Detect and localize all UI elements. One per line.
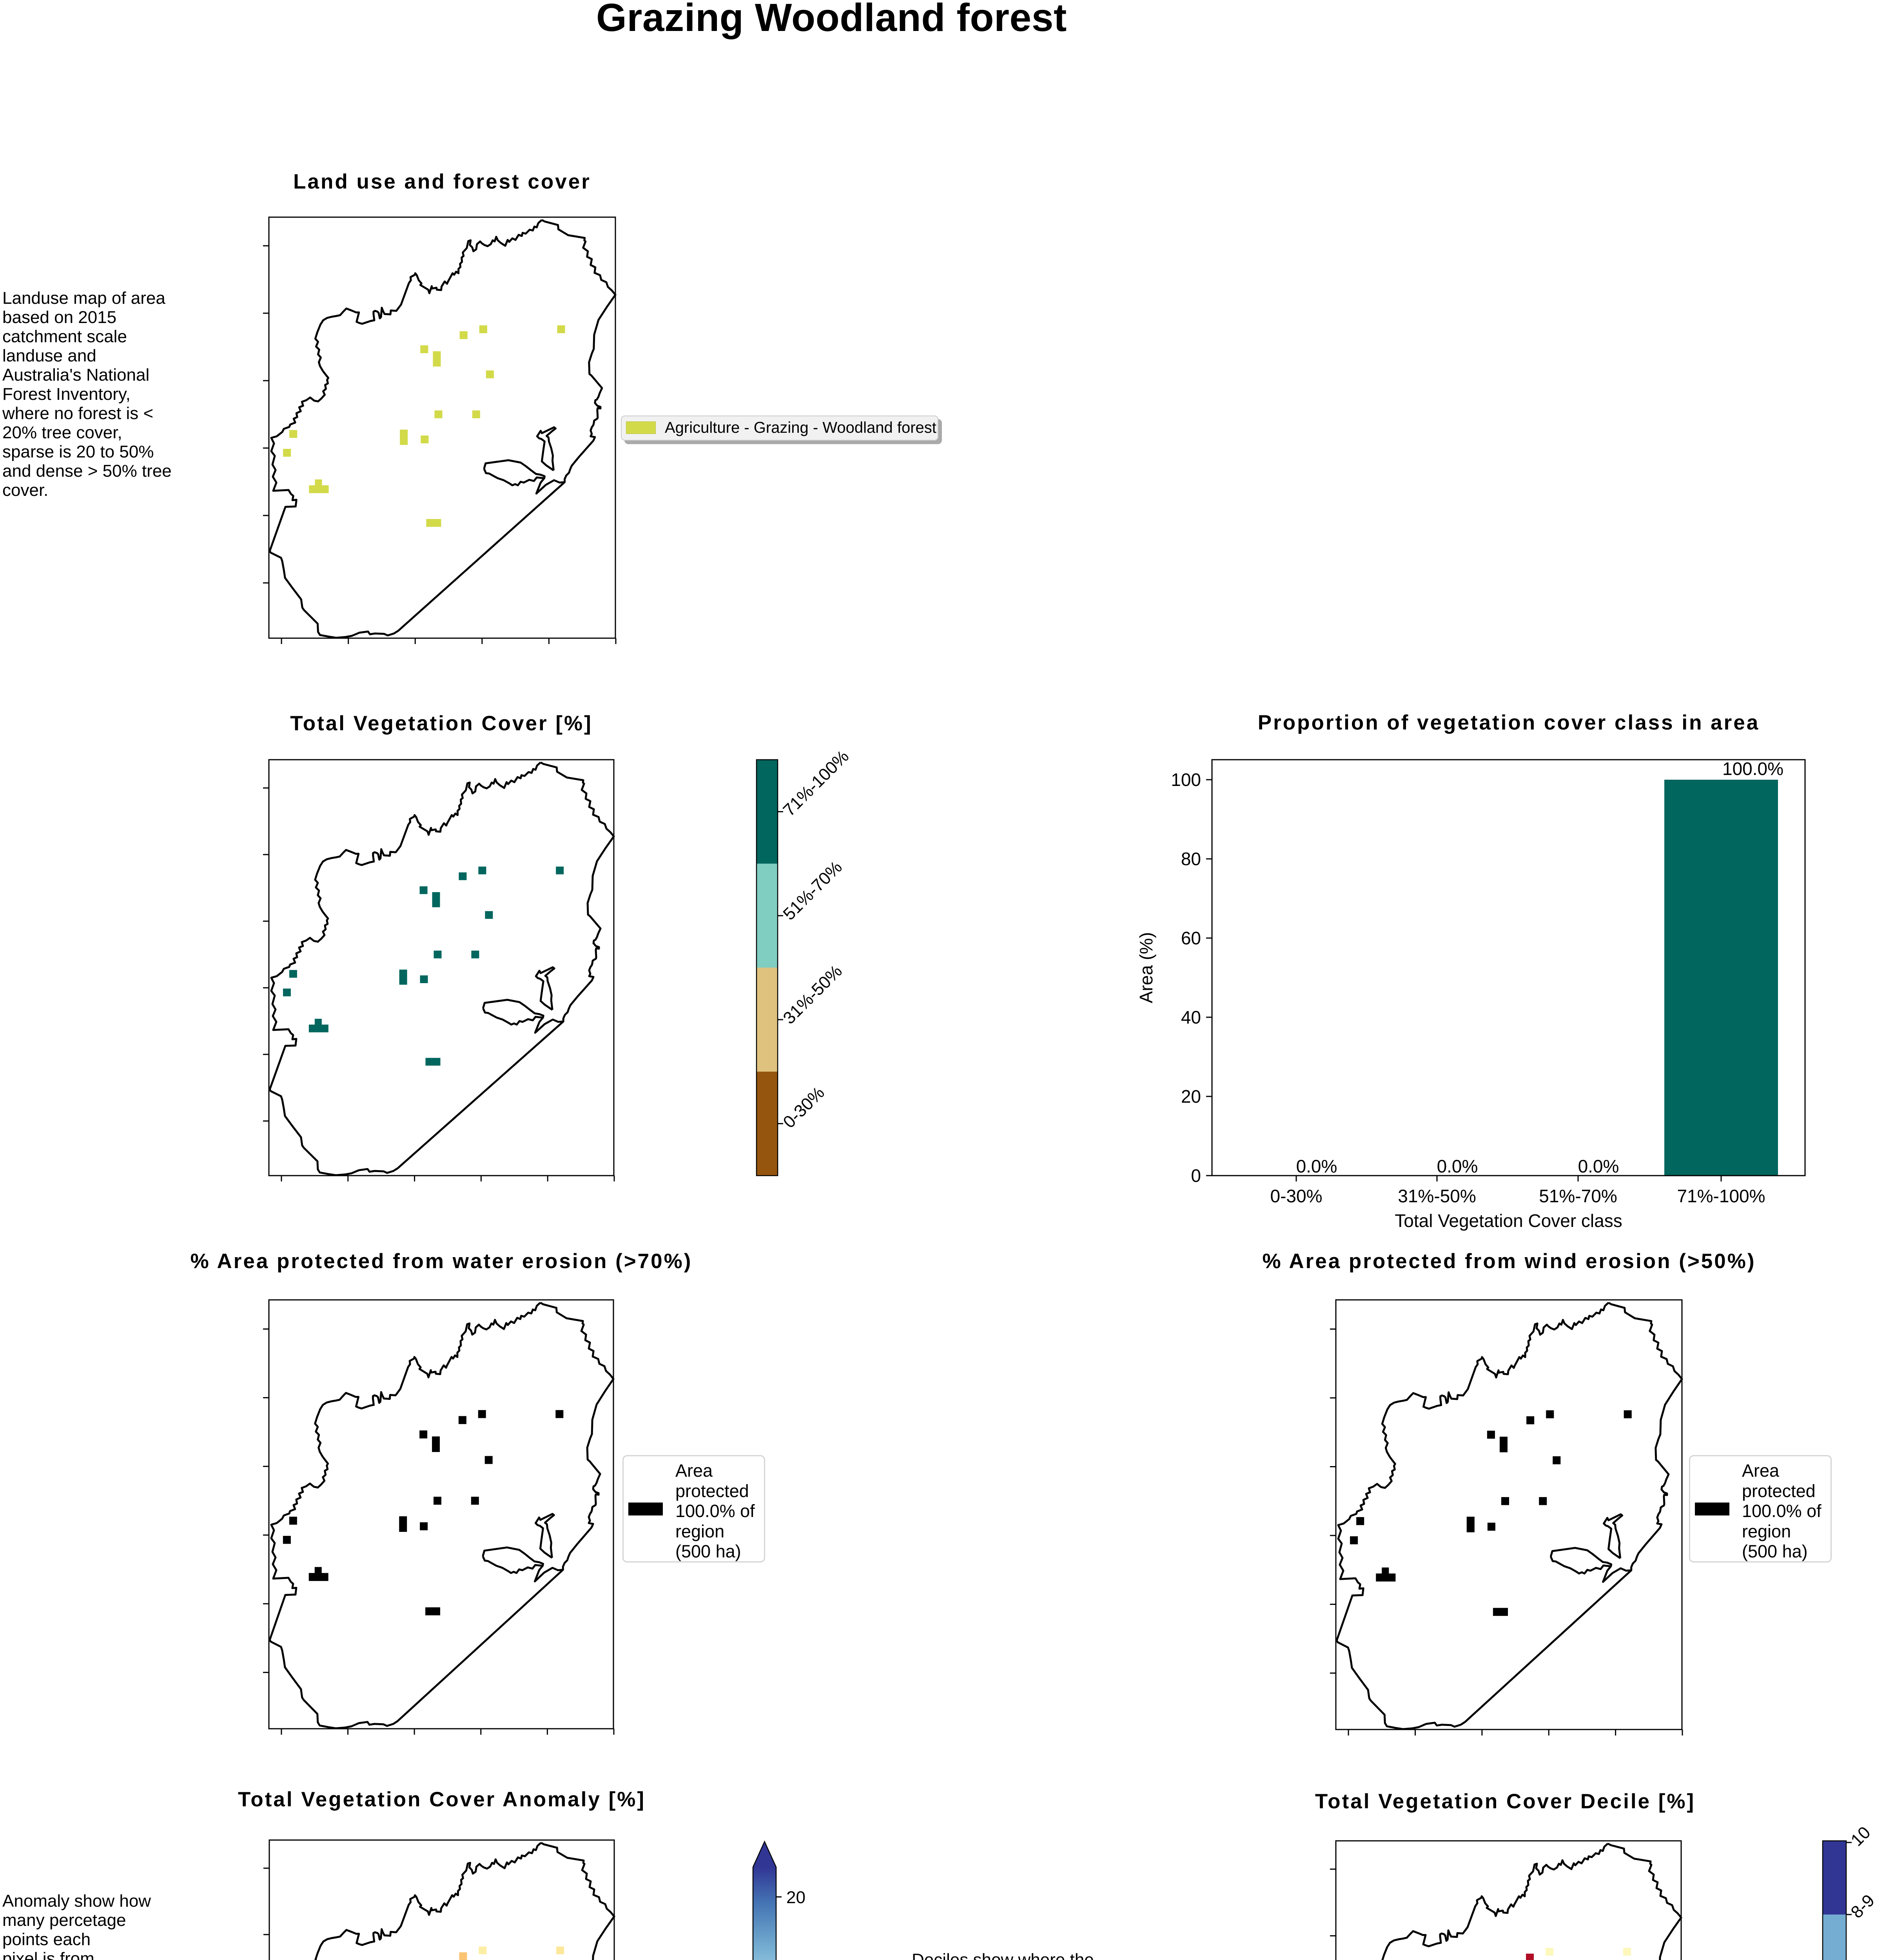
svg-text:71%-100%: 71%-100% xyxy=(779,747,853,820)
svg-text:8-9: 8-9 xyxy=(1847,1891,1878,1922)
svg-text:71%-100%: 71%-100% xyxy=(1677,1186,1765,1206)
svg-text:100.0%: 100.0% xyxy=(1722,759,1783,779)
svg-text:51%-70%: 51%-70% xyxy=(779,857,846,924)
svg-text:20: 20 xyxy=(786,1888,806,1907)
svg-text:0-30%: 0-30% xyxy=(1270,1186,1323,1206)
svg-text:0.0%: 0.0% xyxy=(1296,1156,1337,1176)
svg-text:60: 60 xyxy=(1181,928,1201,948)
svg-text:20: 20 xyxy=(1181,1086,1201,1107)
svg-text:10: 10 xyxy=(1847,1823,1874,1850)
svg-text:Total Vegetation Cover class: Total Vegetation Cover class xyxy=(1395,1210,1622,1231)
svg-text:31%-50%: 31%-50% xyxy=(779,962,846,1028)
svg-text:0.0%: 0.0% xyxy=(1437,1156,1478,1176)
svg-text:80: 80 xyxy=(1181,849,1201,869)
svg-text:31%-50%: 31%-50% xyxy=(1398,1186,1476,1206)
svg-text:0-30%: 0-30% xyxy=(779,1083,828,1132)
svg-text:51%-70%: 51%-70% xyxy=(1539,1186,1617,1206)
svg-text:100: 100 xyxy=(1171,769,1201,790)
svg-text:Area (%): Area (%) xyxy=(1136,932,1156,1003)
svg-text:0.0%: 0.0% xyxy=(1578,1156,1619,1176)
svg-text:40: 40 xyxy=(1181,1007,1201,1027)
svg-text:0: 0 xyxy=(1191,1165,1201,1186)
